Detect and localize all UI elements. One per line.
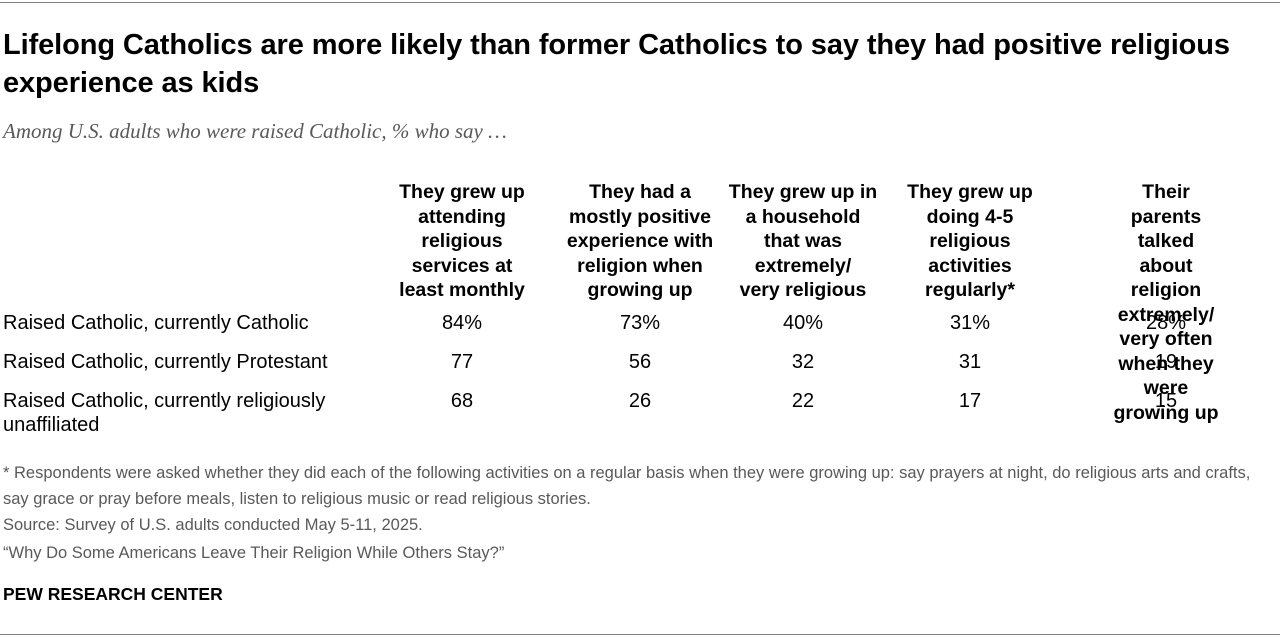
chart-subtitle: Among U.S. adults who were raised Cathol…	[3, 119, 507, 143]
table-cell-r2-c1: 77	[450, 351, 474, 373]
table-cell-r2-c4: 31	[958, 351, 982, 373]
column-header-3: They grew up in a household that was ext…	[728, 181, 878, 301]
footnote: * Respondents were asked whether they di…	[3, 464, 1251, 508]
chart-title: Lifelong Catholics are more likely than …	[3, 29, 1230, 99]
column-header-2: They had a mostly positive experience wi…	[566, 181, 714, 301]
table-cell-r3-c2: 26	[628, 390, 652, 412]
pew-logo-text: PEW RESEARCH CENTER	[3, 584, 223, 604]
table-cell-r3-c4: 17	[958, 390, 982, 412]
source-note: Source: Survey of U.S. adults conducted …	[3, 516, 423, 534]
table-cell-r1-c3: 40%	[782, 312, 824, 334]
table-cell-r2-c3: 32	[791, 351, 815, 373]
table-cell-r2-c2: 56	[628, 351, 652, 373]
column-header-4: They grew up doing 4-5 religious activit…	[907, 181, 1033, 301]
column-header-1: They grew up attending religious service…	[399, 181, 525, 301]
table-cell-r3-c5: 15	[1154, 390, 1178, 412]
table-cell-r2-c5: 19	[1154, 351, 1178, 373]
table-cell-r1-c1: 84%	[441, 312, 483, 334]
table-cell-r1-c2: 73%	[619, 312, 661, 334]
table-cell-r1-c5: 28%	[1145, 312, 1187, 334]
row-label-1: Raised Catholic, currently Catholic	[3, 312, 309, 334]
top-rule	[0, 2, 1280, 3]
table-cell-r3-c1: 68	[450, 390, 474, 412]
row-label-3: Raised Catholic, currently religiously u…	[3, 390, 326, 436]
report-title-note: “Why Do Some Americans Leave Their Relig…	[3, 544, 505, 562]
bottom-rule	[0, 634, 1280, 635]
table-cell-r1-c4: 31%	[949, 312, 991, 334]
column-header-5: Their parents talked about religion extr…	[1113, 181, 1219, 424]
row-label-2: Raised Catholic, currently Protestant	[3, 351, 328, 373]
table-cell-r3-c3: 22	[791, 390, 815, 412]
